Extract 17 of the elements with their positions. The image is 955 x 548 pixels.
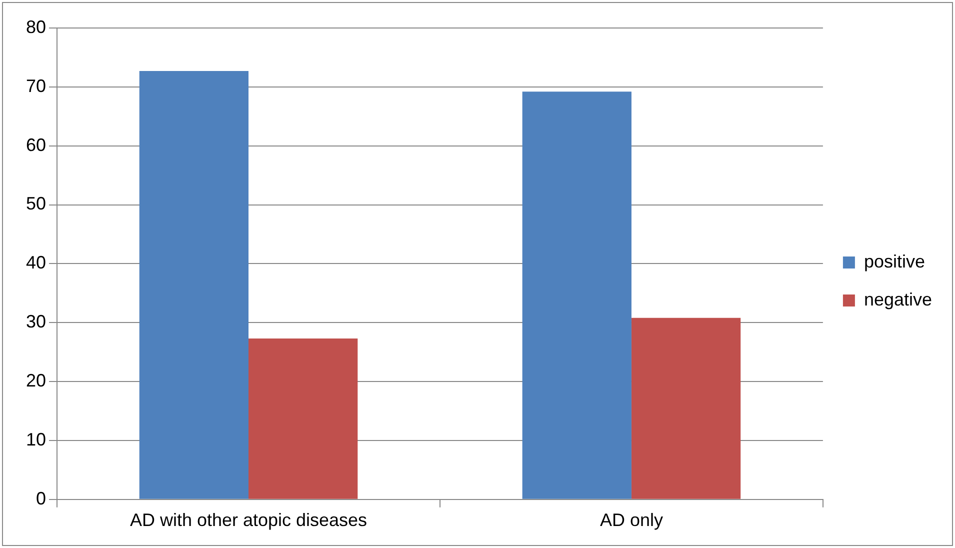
bar [631, 318, 741, 499]
bar [522, 92, 632, 499]
y-tick-label: 10 [26, 429, 46, 450]
y-tick-label: 60 [26, 134, 46, 155]
x-tick-label: AD with other atopic diseases [130, 510, 368, 530]
y-tick-label: 80 [26, 16, 46, 37]
y-tick-label: 30 [26, 312, 46, 332]
y-tick-label: 50 [26, 194, 46, 214]
legend-label: negative [864, 289, 932, 310]
bar [139, 71, 249, 499]
y-tick-label: 20 [26, 370, 46, 391]
x-tick-label: AD only [600, 510, 663, 530]
y-tick-label: 70 [26, 76, 46, 96]
legend-label: positive [864, 251, 925, 272]
y-tick-label: 40 [26, 252, 46, 273]
y-tick-label: 0 [36, 488, 46, 508]
bar [248, 338, 358, 499]
